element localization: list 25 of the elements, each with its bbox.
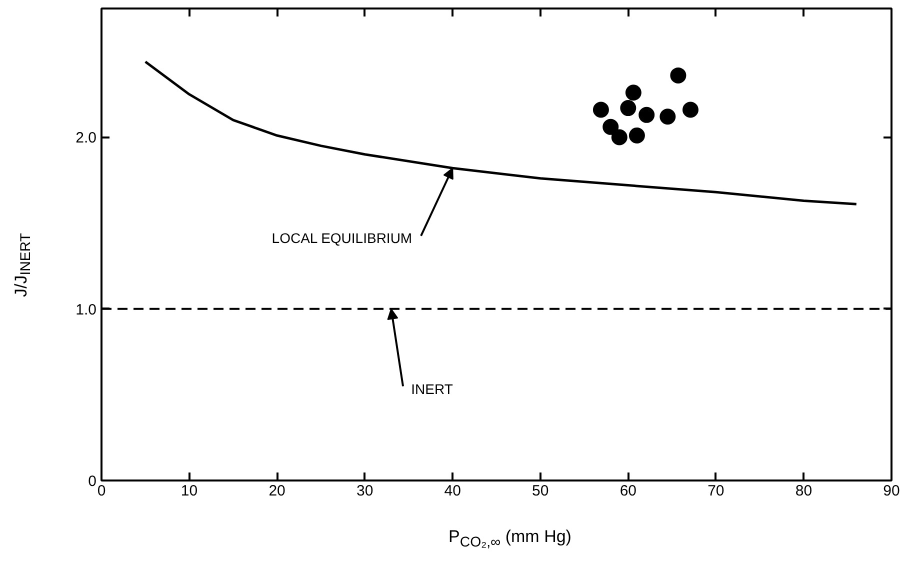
x-tick-label: 20 [268,482,286,500]
x-tick-label: 30 [356,482,374,500]
line-series [144,60,858,206]
point [638,106,655,123]
annotation: LOCAL EQUILIBRIUM [272,230,412,246]
x-tick-label: 50 [532,482,549,500]
point [611,129,628,146]
point [592,102,609,118]
x-tick-label: 40 [444,482,461,500]
point [625,84,642,101]
point [628,128,645,144]
x-tick-label: 80 [795,482,812,500]
x-tick-label: 90 [883,482,900,500]
x-tick-label: 10 [180,482,198,500]
point [620,100,636,116]
x-tick-label: 60 [620,482,637,500]
point [602,118,619,135]
y-tick-label: 2.0 [76,130,97,147]
point [670,67,686,84]
annotation: INERT [411,380,454,397]
point [682,102,698,118]
point [660,108,676,125]
y-tick-label: 1.0 [76,301,97,318]
x-tick-label: 70 [708,482,724,500]
x-axis-title: P$_{CO₂,∞}$ (mm Hg) [448,526,572,552]
